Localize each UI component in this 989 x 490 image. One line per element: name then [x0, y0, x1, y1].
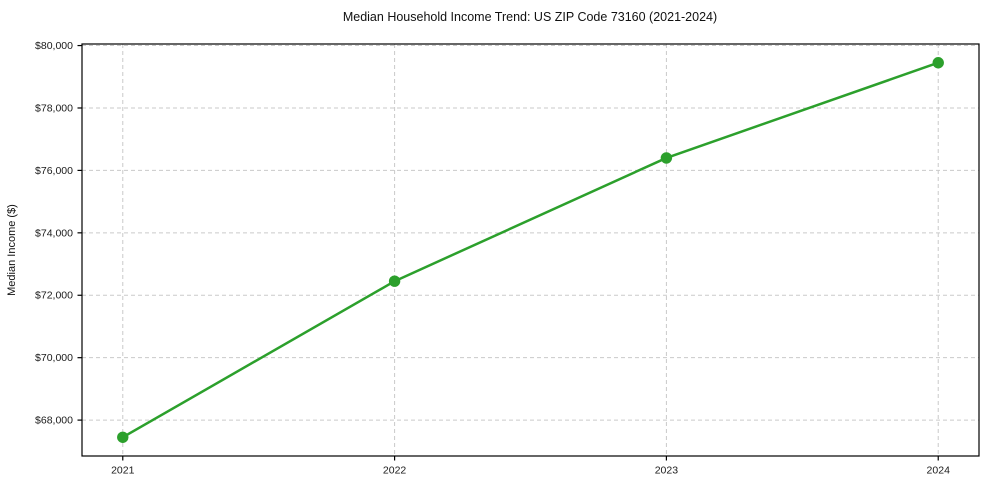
data-point-2022 — [388, 275, 401, 287]
x-tick-label-2024: 2024 — [927, 465, 951, 477]
x-tick-label-2022: 2022 — [383, 465, 407, 477]
y-tick-label: $78,000 — [35, 102, 73, 114]
trend-line — [121, 61, 940, 439]
chart-title: Median Household Income Trend: US ZIP Co… — [343, 10, 717, 24]
y-tick-label: $70,000 — [35, 352, 73, 364]
y-tick-label: $80,000 — [35, 40, 73, 52]
y-tick-label: $76,000 — [35, 165, 73, 177]
plot-border — [81, 43, 980, 457]
data-point-2024 — [932, 57, 944, 69]
axes: $68,000 $70,000 $72,000 $74,000 $76,000 $78,0… — [35, 40, 980, 477]
y-tick-label: $72,000 — [35, 290, 73, 302]
y-tick-label: $74,000 — [35, 227, 73, 239]
gridlines — [82, 44, 979, 456]
data-point-2021 — [117, 431, 129, 443]
y-axis-label: Median Income ($) — [6, 204, 18, 296]
x-tick-label-2021: 2021 — [111, 465, 135, 477]
y-tick-label: $68,000 — [35, 415, 73, 427]
x-tick-label-2023: 2023 — [655, 465, 679, 477]
income-series — [117, 57, 944, 443]
data-point-2023 — [660, 152, 673, 164]
